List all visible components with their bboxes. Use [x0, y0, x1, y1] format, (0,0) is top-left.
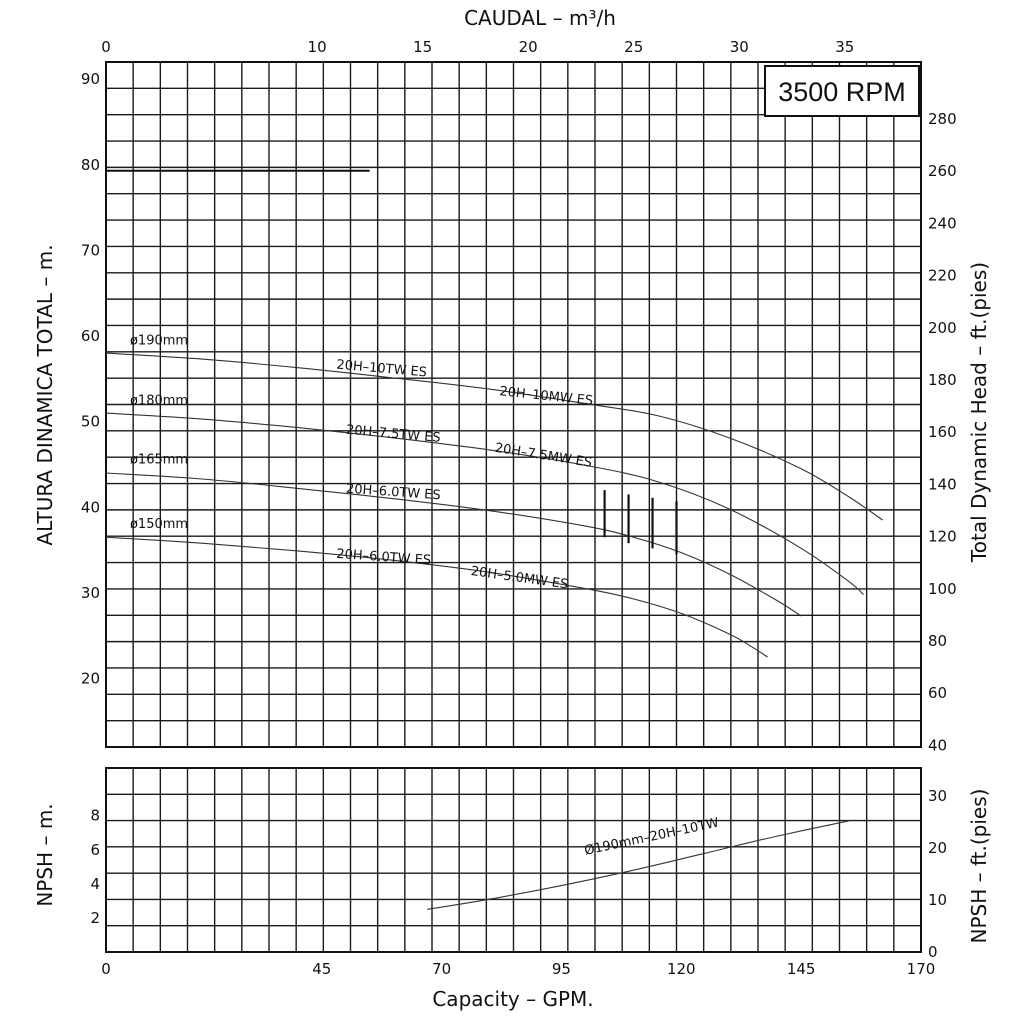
- curve-label: 20H–6.0TW ES: [336, 547, 432, 569]
- y-axis-right-tick-label: 280: [928, 110, 957, 128]
- npsh-axis-tick-label: 2: [90, 909, 100, 927]
- npsh-axis-tick-label: 4: [90, 875, 100, 893]
- x-axis-tick-label: 95: [552, 960, 571, 978]
- npsh-axis-right-tick-label: 0: [928, 943, 938, 961]
- top-axis-tick-label: 15: [413, 38, 432, 56]
- curve-label: 20H–6.0TW ES: [345, 482, 441, 504]
- y-axis-right-tick-label: 200: [928, 319, 957, 337]
- npsh-axis-tick-label: 6: [90, 841, 100, 859]
- y-axis-right-tick-label: 220: [928, 267, 957, 285]
- y-axis-right-tick-label: 240: [928, 214, 957, 232]
- y-axis-tick-label: 60: [81, 327, 100, 345]
- npsh-axis-right-tick-label: 20: [928, 839, 947, 857]
- y-axis-right-tick-label: 120: [928, 528, 957, 546]
- head-curve: [105, 352, 883, 521]
- rpm-label: 3500 RPM: [778, 77, 906, 107]
- curve-label: ø150mm: [130, 517, 188, 532]
- top-axis-tick-label: 10: [308, 38, 327, 56]
- y-axis-right-tick-label: 160: [928, 423, 957, 441]
- y-axis-right-tick-label: 60: [928, 684, 947, 702]
- y-axis-tick-label: 20: [81, 670, 100, 688]
- y-axis-right-tick-label: 100: [928, 580, 957, 598]
- x-axis-tick-label: 70: [432, 960, 451, 978]
- x-axis-tick-label: 170: [907, 960, 936, 978]
- x-axis-tick-label: 45: [312, 960, 331, 978]
- y-axis-title-right: Total Dynamic Head – ft.(pies): [967, 262, 991, 563]
- y-axis-tick-label: 70: [81, 241, 100, 259]
- head-curve: [105, 412, 864, 596]
- x-axis-title: Capacity – GPM.: [432, 987, 593, 1011]
- x-axis-tick-label: 145: [787, 960, 816, 978]
- npsh-axis-title-left: NPSH – m.: [33, 803, 57, 906]
- y-axis-title-left: ALTURA DINAMICA TOTAL – m.: [33, 244, 57, 545]
- curve-label: ø180mm: [130, 394, 188, 409]
- curve-label: 20H–7.5TW ES: [345, 423, 441, 446]
- top-axis-tick-label: 30: [730, 38, 749, 56]
- top-axis-tick-label: 0: [101, 38, 111, 56]
- npsh-axis-title-right: NPSH – ft.(pies): [967, 789, 991, 944]
- top-axis-title: CAUDAL – m³/h: [464, 6, 616, 30]
- y-axis-right-tick-label: 180: [928, 371, 957, 389]
- npsh-chart-frame: [105, 767, 922, 953]
- npsh-axis-right-tick-label: 10: [928, 891, 947, 909]
- npsh-curve: [427, 820, 850, 910]
- y-axis-right-tick-label: 80: [928, 632, 947, 650]
- npsh-curve-label: Ø190mm–20H–10TW: [583, 816, 720, 859]
- x-axis-tick-label: 120: [667, 960, 696, 978]
- y-axis-tick-label: 40: [81, 498, 100, 516]
- curve-label: ø165mm: [130, 453, 188, 468]
- npsh-chart-grid: [105, 767, 922, 953]
- head-chart-grid: [105, 61, 922, 748]
- y-axis-tick-label: 50: [81, 413, 100, 431]
- chart-marks: 0 10 15 20 25 30 350 45 70 95 120 145 17020304050607…: [81, 38, 957, 978]
- y-axis-right-tick-label: 140: [928, 475, 957, 493]
- y-axis-tick-label: 30: [81, 584, 100, 602]
- rpm-label-box: [764, 65, 920, 117]
- head-curve: [105, 536, 768, 658]
- y-axis-right-tick-label: 260: [928, 162, 957, 180]
- head-chart-frame: [105, 61, 922, 748]
- x-axis-tick-label: 0: [101, 960, 111, 978]
- y-axis-right-tick-label: 40: [928, 736, 947, 754]
- top-axis-tick-label: 20: [519, 38, 538, 56]
- curve-label: 20H–7.5MW ES: [494, 441, 593, 471]
- y-axis-tick-label: 90: [81, 70, 100, 88]
- curve-label: ø190mm: [130, 334, 188, 349]
- top-axis-tick-label: 35: [835, 38, 854, 56]
- npsh-axis-tick-label: 8: [90, 807, 100, 825]
- top-axis-tick-label: 25: [624, 38, 643, 56]
- npsh-axis-right-tick-label: 30: [928, 787, 947, 805]
- head-curve: [105, 472, 802, 617]
- y-axis-tick-label: 80: [81, 156, 100, 174]
